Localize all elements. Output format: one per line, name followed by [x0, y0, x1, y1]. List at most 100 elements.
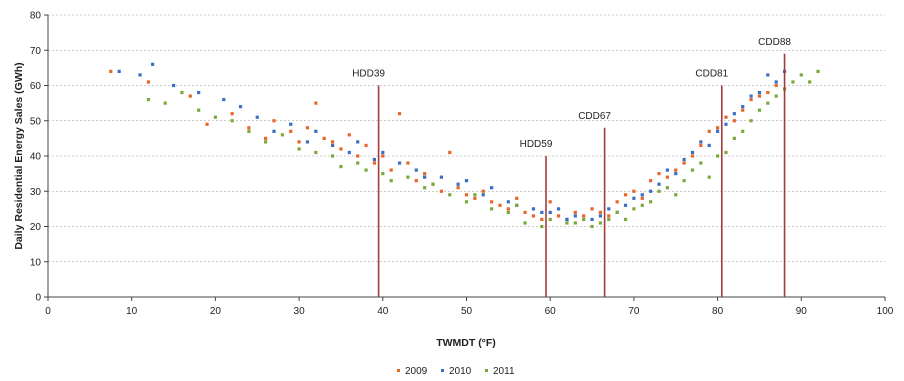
scatter-point-2010 — [623, 203, 628, 207]
scatter-point-2011 — [381, 172, 385, 176]
scatter-point-2009 — [498, 203, 502, 207]
scatter-point-2011 — [314, 150, 318, 155]
scatter-point-2011 — [515, 203, 519, 207]
scatter-point-2011 — [280, 133, 284, 137]
scatter-point-2011 — [674, 193, 678, 197]
scatter-point-2011 — [582, 217, 586, 222]
vertical-markers: HDD39 HDD59 CDD67 CDD81 CDD88 — [352, 37, 791, 297]
scatter-point-2009 — [615, 200, 619, 204]
data-points — [109, 62, 820, 229]
legend: 2009 2010 2011 — [397, 366, 515, 377]
legend-label-2011: 2011 — [493, 366, 515, 377]
scatter-point-2009 — [674, 168, 678, 172]
scatter-point-2009 — [356, 154, 360, 158]
scatter-point-2010 — [699, 140, 703, 144]
scatter-point-2010 — [766, 73, 770, 77]
scatter-point-2010 — [314, 129, 318, 133]
scatter-point-2009 — [330, 140, 335, 144]
scatter-point-2011 — [615, 210, 619, 214]
scatter-point-2011 — [146, 98, 151, 102]
marker-label-cdd88: CDD88 — [758, 37, 791, 48]
marker-label-hdd59: HDD59 — [520, 139, 553, 150]
scatter-point-2011 — [490, 207, 494, 211]
scatter-point-2011 — [640, 203, 644, 207]
scatter-point-2009 — [406, 161, 410, 165]
scatter-point-2011 — [808, 80, 812, 84]
x-tick-label: 60 — [545, 306, 557, 317]
scatter-point-2011 — [389, 179, 393, 183]
scatter-point-2009 — [774, 83, 778, 88]
scatter-point-2010 — [590, 217, 594, 222]
scatter-point-2011 — [732, 136, 736, 140]
marker-label-cdd67: CDD67 — [578, 111, 611, 122]
scatter-point-2009 — [590, 207, 594, 211]
scatter-point-2009 — [523, 210, 527, 214]
scatter-point-2011 — [799, 73, 803, 77]
legend-label-2010: 2010 — [449, 366, 472, 377]
scatter-point-2010 — [649, 189, 653, 193]
scatter-point-2011 — [749, 119, 753, 123]
scatter-point-2009 — [481, 189, 485, 193]
scatter-point-2009 — [347, 133, 351, 137]
scatter-point-2011 — [464, 200, 469, 204]
scatter-point-2009 — [682, 161, 686, 165]
marker-label-cdd81: CDD81 — [695, 69, 728, 80]
scatter-point-2010 — [774, 80, 778, 84]
scatter-point-2010 — [255, 115, 259, 119]
scatter-point-2011 — [816, 69, 820, 73]
scatter-point-2011 — [632, 207, 636, 211]
scatter-point-2011 — [623, 217, 628, 222]
scatter-point-2011 — [665, 186, 669, 190]
scatter-point-2009 — [657, 172, 661, 176]
y-tick-label: 80 — [30, 11, 42, 22]
scatter-point-2011 — [264, 140, 268, 144]
scatter-point-2009 — [364, 143, 368, 148]
scatter-point-2010 — [724, 122, 728, 126]
scatter-point-2009 — [515, 196, 519, 200]
x-tick-label: 50 — [461, 306, 473, 317]
scatter-point-2011 — [548, 217, 552, 222]
scatter-point-2009 — [109, 69, 113, 73]
scatter-point-2009 — [732, 119, 736, 123]
scatter-point-2010 — [347, 150, 351, 155]
scatter-point-2010 — [138, 73, 142, 77]
x-tick-label: 30 — [294, 306, 306, 317]
scatter-point-2009 — [582, 214, 586, 218]
scatter-point-2009 — [423, 172, 427, 176]
scatter-point-2010 — [690, 150, 695, 155]
scatter-point-2010 — [707, 143, 711, 148]
scatter-point-2009 — [205, 122, 209, 126]
scatter-point-2011 — [230, 119, 234, 123]
scatter-point-2010 — [749, 94, 753, 98]
scatter-point-2009 — [322, 136, 326, 140]
scatter-point-2009 — [146, 80, 151, 84]
y-tick-label: 20 — [30, 222, 42, 233]
scatter-point-2010 — [397, 161, 402, 165]
scatter-point-2009 — [372, 161, 377, 165]
x-tick-label: 90 — [796, 306, 808, 317]
scatter-point-2009 — [456, 186, 460, 190]
scatter-point-2011 — [213, 115, 217, 119]
scatter-point-2009 — [607, 214, 611, 218]
scatter-point-2011 — [180, 90, 184, 95]
scatter-point-2009 — [640, 196, 644, 200]
scatter-point-2010 — [222, 98, 226, 102]
scatter-point-2009 — [540, 217, 544, 222]
scatter-point-2009 — [749, 98, 753, 102]
scatter-point-2010 — [556, 207, 561, 211]
scatter-point-2011 — [330, 154, 335, 158]
scatter-point-2010 — [531, 207, 536, 211]
scatter-point-2009 — [531, 214, 536, 218]
scatter-point-2009 — [389, 168, 393, 172]
scatter-point-2011 — [540, 224, 544, 229]
scatter-point-2011 — [607, 217, 611, 222]
scatter-point-2009 — [297, 140, 301, 144]
scatter-point-2011 — [766, 101, 770, 105]
scatter-point-2009 — [665, 175, 669, 179]
scatter-point-2011 — [247, 129, 251, 133]
y-tick-label: 60 — [30, 81, 42, 92]
marker-label-hdd39: HDD39 — [352, 69, 385, 80]
scatter-point-2009 — [623, 193, 628, 197]
scatter-point-2009 — [573, 210, 577, 214]
